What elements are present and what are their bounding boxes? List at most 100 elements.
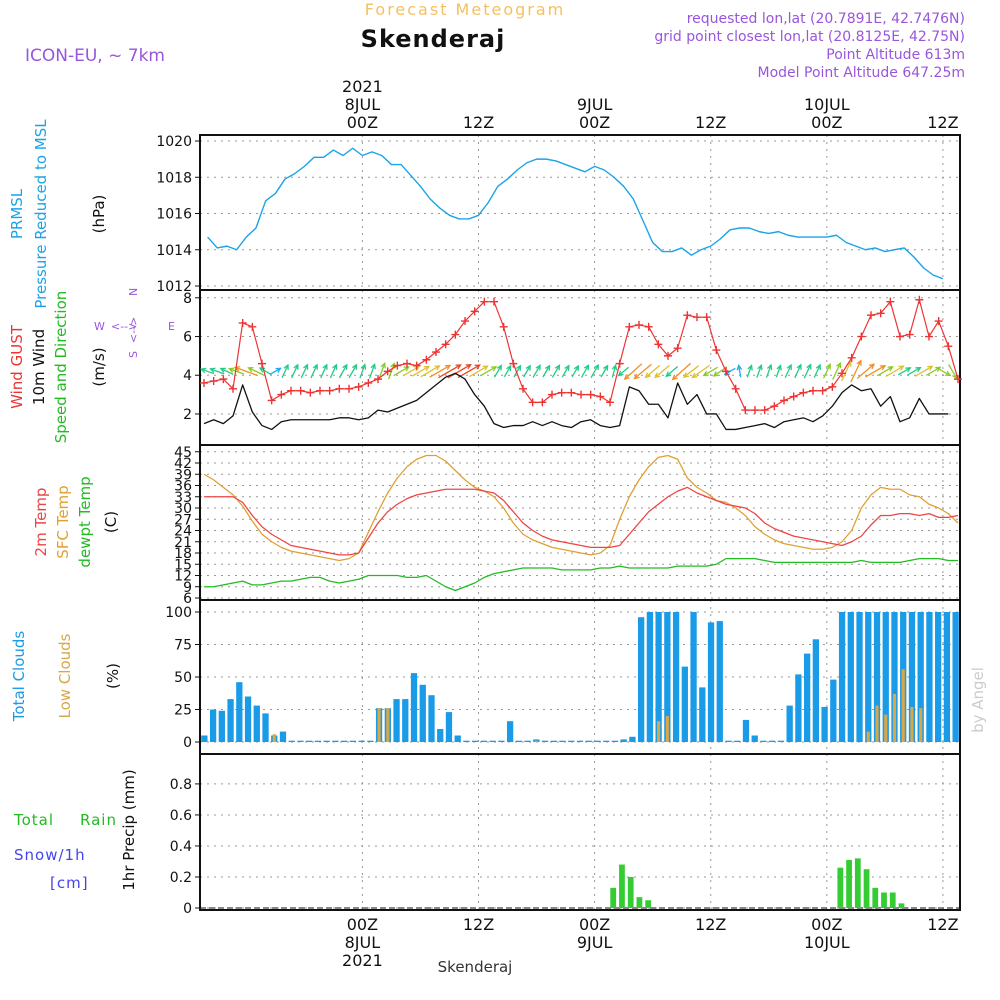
- wind-arrow-head: [806, 363, 812, 370]
- total-clouds-bar: [454, 735, 461, 742]
- wind-arrow-head: [482, 365, 489, 371]
- wind-arrow-shaft: [897, 367, 911, 376]
- wind-gust-marker: [219, 375, 228, 384]
- wind-gust-marker: [799, 388, 808, 397]
- total-clouds-bar: [515, 740, 522, 742]
- wind-gust-marker: [818, 386, 827, 395]
- chart-subtitle: Forecast Meteogram: [365, 0, 565, 19]
- wind-arrow-shaft: [235, 366, 258, 377]
- watermark: by Angel: [969, 667, 987, 733]
- bottom-axis-label: 10JUL: [804, 933, 850, 952]
- wind-arrow: [233, 366, 258, 377]
- dewpt-label: dewpt Temp: [76, 476, 94, 567]
- rain-bar: [619, 864, 625, 908]
- wind-arrow-head: [915, 366, 922, 373]
- total-clouds-bar: [908, 612, 916, 742]
- y-tick-label: 0: [183, 735, 192, 751]
- wind-gust-marker: [200, 378, 208, 387]
- wind-arrow-head: [583, 364, 590, 371]
- wind-10m-line: [203, 372, 949, 431]
- dewpt-line: [204, 557, 958, 592]
- wind-gust-marker: [847, 353, 856, 362]
- wind-arrow-shaft: [692, 364, 711, 378]
- wind-arrow-head: [736, 364, 743, 371]
- wind-gust-marker: [538, 398, 547, 407]
- wind-arrow-shaft: [329, 364, 338, 379]
- wind-labels: Wind GUST 10m Wind Speed and Direction (…: [8, 288, 175, 444]
- wind-arrow-head: [757, 363, 763, 371]
- wind-arrow-shaft: [624, 363, 643, 380]
- y-tick-label: 15: [174, 557, 192, 573]
- wind-arrow: [611, 363, 618, 378]
- wind-gust-label: Wind GUST: [8, 324, 26, 409]
- wind-arrow: [671, 362, 692, 381]
- wind-arrow-shaft: [600, 365, 609, 378]
- wind-arrow: [897, 367, 912, 376]
- wind-arrow-head: [835, 361, 842, 369]
- total-clouds-bar: [952, 612, 959, 742]
- wind-arrow-head: [617, 370, 624, 377]
- wind-arrow-shaft: [429, 364, 451, 378]
- wind-arrow-shaft: [914, 365, 933, 377]
- total-clouds-bar: [209, 709, 217, 742]
- wind-arrow-shaft: [703, 366, 718, 376]
- wind-gust-marker: [828, 382, 837, 391]
- sfc-temp-line: [203, 454, 959, 562]
- wind-arrow: [469, 365, 489, 378]
- total-clouds-bar: [306, 740, 313, 742]
- wind-arrow-shaft: [865, 365, 886, 378]
- wind-gust-marker: [615, 359, 624, 368]
- wind-arrow-shaft: [948, 364, 958, 379]
- wind-arrow-shaft: [310, 364, 318, 379]
- wind-arrow: [600, 364, 609, 378]
- wind-arrow: [329, 363, 338, 379]
- total-clouds-bar: [367, 740, 374, 742]
- total-clouds-bar: [734, 740, 741, 742]
- y-tick-label: 30: [174, 501, 192, 517]
- wind-arrow-shaft: [571, 365, 579, 378]
- precip-frame: [199, 753, 961, 911]
- wind-arrow-shaft: [822, 364, 831, 379]
- wind-arrow-head: [856, 359, 862, 366]
- wind-arrow-head: [474, 364, 481, 370]
- snow-label: Snow/1h: [14, 846, 86, 864]
- wind-gust-marker: [432, 348, 440, 357]
- y-tick-label: 42: [174, 456, 192, 472]
- total-clouds-bar: [472, 740, 479, 742]
- wind-gust-marker: [422, 355, 431, 364]
- rain-label: Rain: [80, 811, 117, 829]
- wind-arrow: [832, 361, 842, 380]
- total-clouds-bar: [506, 721, 514, 742]
- wind-arrow-shaft: [784, 364, 792, 378]
- wind-gust-marker: [267, 396, 276, 405]
- wind-arrow: [359, 363, 367, 379]
- total-clouds-bar: [402, 699, 409, 742]
- total-clouds-bar: [821, 706, 828, 742]
- wind-gust-marker: [277, 390, 286, 399]
- wind-gust-marker: [635, 320, 643, 329]
- total-clouds-bar: [323, 740, 330, 742]
- low-clouds-bar: [919, 708, 923, 742]
- total-clouds-bar: [943, 612, 951, 742]
- wind-arrow-head: [712, 371, 719, 377]
- wind-arrow-head: [611, 363, 618, 371]
- wind-arrow-shaft: [229, 368, 245, 375]
- wind-arrow: [513, 364, 522, 378]
- total-clouds-bar: [830, 679, 837, 742]
- wind-arrow: [907, 366, 922, 376]
- wind-arrow-head: [360, 363, 367, 370]
- total-clouds-bar: [638, 617, 645, 742]
- total-clouds-bar: [847, 612, 854, 742]
- wind-arrow: [617, 366, 630, 377]
- low-clouds-bar: [910, 706, 914, 742]
- bottom-axis-label: 2021: [342, 951, 383, 970]
- wind-arrow-shaft: [393, 366, 410, 377]
- wind-arrow: [503, 364, 512, 378]
- y-tick-label: 4: [183, 368, 192, 384]
- bottom-axis-label: 12Z: [927, 915, 958, 934]
- wind-arrow-shaft: [580, 364, 590, 378]
- bottom-axis-label: 8JUL: [345, 933, 381, 952]
- wind-arrow-shaft: [480, 366, 497, 377]
- wind-arrow-shaft: [856, 363, 875, 379]
